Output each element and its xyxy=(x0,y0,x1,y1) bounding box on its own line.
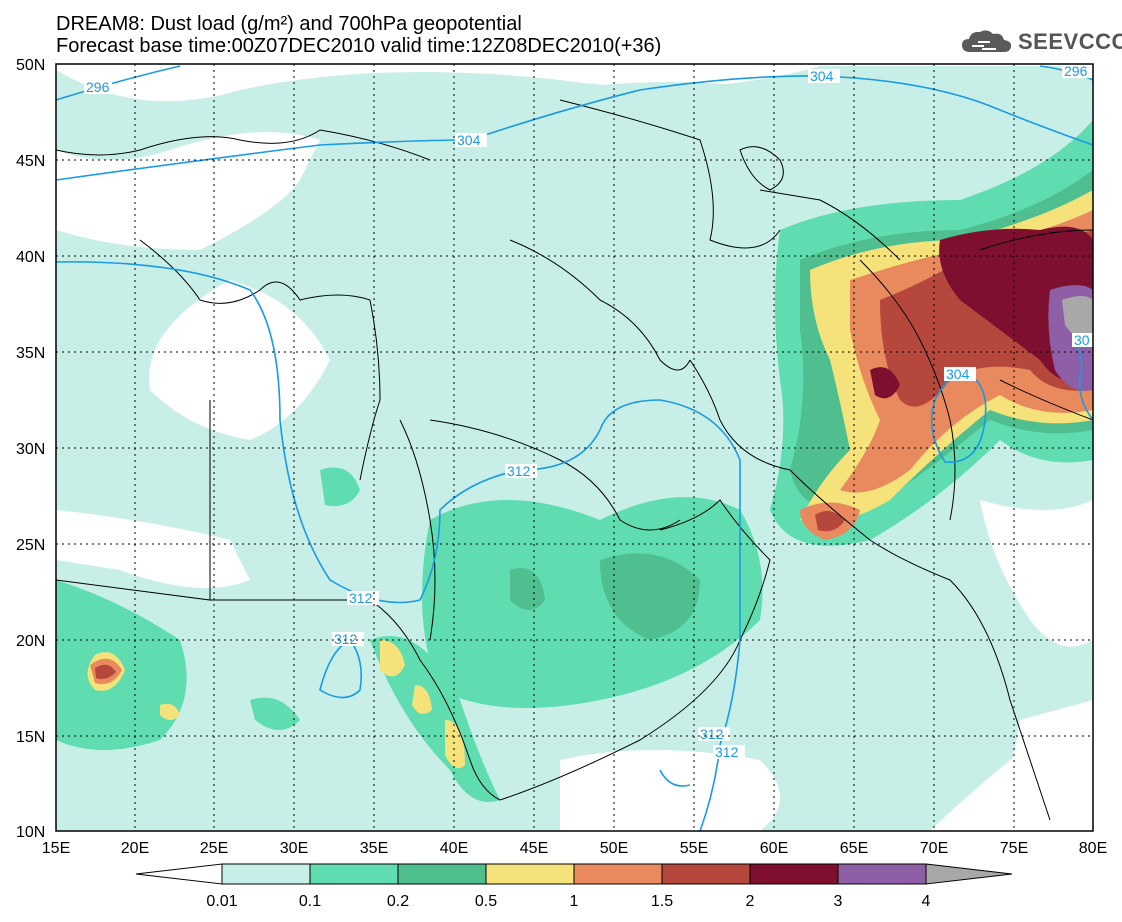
colorbar-segment-3 xyxy=(397,863,487,885)
colorbar-segment-1 xyxy=(221,863,311,885)
contour-label: 304 xyxy=(810,68,834,84)
logo: SEEVCCC xyxy=(960,28,1122,56)
chart-subtitle: Forecast base time:00Z07DEC2010 valid ti… xyxy=(56,35,662,57)
lat-label: 50N xyxy=(16,57,45,74)
lon-label: 15E xyxy=(42,840,70,857)
colorbar-segment-2 xyxy=(309,863,399,885)
lon-label: 35E xyxy=(360,840,388,857)
cloud-icon xyxy=(962,30,1012,52)
lon-label: 65E xyxy=(840,840,868,857)
colorbar-label: 4 xyxy=(922,893,931,910)
borders xyxy=(56,99,1093,821)
lon-label: 75E xyxy=(1000,840,1028,857)
colorbar-segment-9 xyxy=(925,863,1013,885)
lon-label: 20E xyxy=(121,840,149,857)
contour-label: 312 xyxy=(334,631,358,647)
colorbar-labels: 0.01 0.1 0.2 0.5 1 1.5 2 3 4 xyxy=(206,893,930,910)
lon-label: 80E xyxy=(1079,840,1107,857)
contour-label: 312 xyxy=(507,463,531,479)
grid xyxy=(56,64,1093,831)
colorbar-label: 0.01 xyxy=(206,893,237,910)
colorbar-label: 1.5 xyxy=(651,893,673,910)
lon-label: 30E xyxy=(280,840,308,857)
lat-label: 30N xyxy=(16,441,45,458)
map-frame xyxy=(55,63,1094,832)
contour-label: 304 xyxy=(457,132,481,148)
contour-label: 312 xyxy=(715,744,739,760)
logo-text: SEEVCCC xyxy=(1018,29,1122,54)
contour-label: 312 xyxy=(700,726,724,742)
contour-labels: 296 304 304 296 312 312 312 304 312 312 … xyxy=(84,63,1093,760)
lat-label: 40N xyxy=(16,249,45,266)
colorbar-label: 0.5 xyxy=(475,893,497,910)
contour-label: 304 xyxy=(946,366,970,382)
chart-title: DREAM8: Dust load (g/m²) and 700hPa geop… xyxy=(56,13,522,35)
lon-label: 40E xyxy=(440,840,468,857)
contour-label: 296 xyxy=(1064,63,1088,79)
contour-label: 312 xyxy=(349,590,373,606)
colorbar-segment-7 xyxy=(749,863,839,885)
lat-label: 25N xyxy=(16,537,45,554)
lon-label: 55E xyxy=(680,840,708,857)
colorbar-label: 3 xyxy=(834,893,843,910)
lat-label: 15N xyxy=(16,729,45,746)
lon-label: 25E xyxy=(200,840,228,857)
colorbar-segment-0 xyxy=(135,863,223,885)
longitude-labels: 15E 20E 25E 30E 35E 40E 45E 50E 55E 60E … xyxy=(42,840,1107,857)
colorbar xyxy=(135,863,1013,885)
lon-label: 50E xyxy=(600,840,628,857)
colorbar-label: 0.1 xyxy=(299,893,321,910)
colorbar-label: 2 xyxy=(746,893,755,910)
lon-label: 70E xyxy=(920,840,948,857)
colorbar-segment-6 xyxy=(661,863,751,885)
lat-label: 10N xyxy=(16,824,45,841)
colorbar-segment-8 xyxy=(837,863,927,885)
latitude-labels: 50N 45N 40N 35N 30N 25N 20N 15N 10N xyxy=(16,57,45,841)
colorbar-segment-4 xyxy=(485,863,575,885)
lat-label: 20N xyxy=(16,633,45,650)
colorbar-label: 0.2 xyxy=(387,893,409,910)
lat-label: 45N xyxy=(16,153,45,170)
colorbar-segment-5 xyxy=(573,863,663,885)
lon-label: 45E xyxy=(520,840,548,857)
lon-label: 60E xyxy=(760,840,788,857)
dust-field xyxy=(56,66,1093,831)
lat-label: 35N xyxy=(16,345,45,362)
contour-label: 30 xyxy=(1074,332,1090,348)
contour-label: 296 xyxy=(86,79,110,95)
colorbar-label: 1 xyxy=(570,893,579,910)
